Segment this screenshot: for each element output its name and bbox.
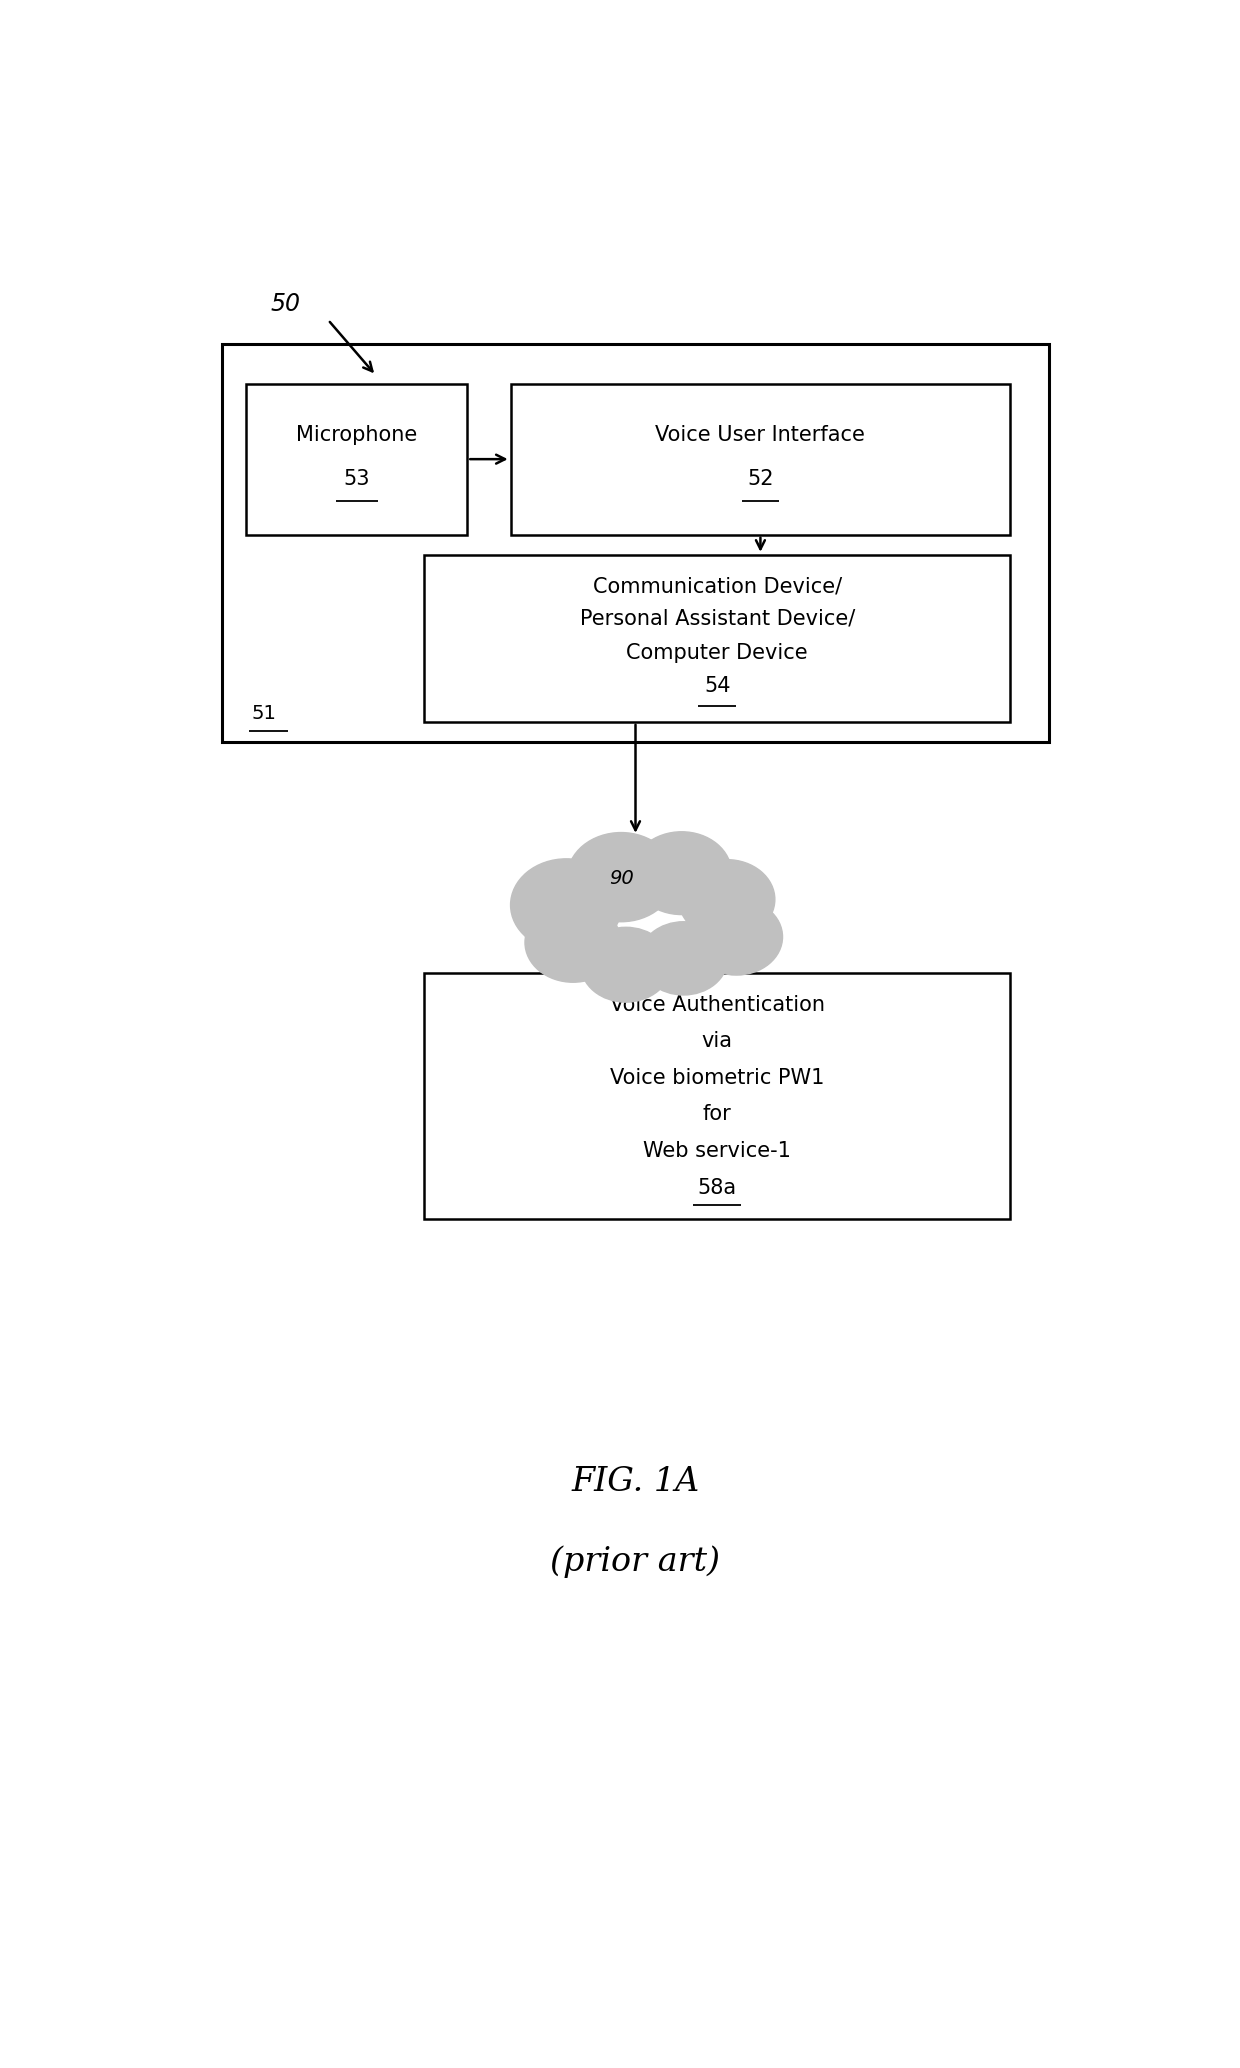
FancyBboxPatch shape xyxy=(424,972,1011,1220)
Text: 58a: 58a xyxy=(698,1177,737,1197)
Circle shape xyxy=(511,858,622,951)
Text: for: for xyxy=(703,1104,732,1125)
Circle shape xyxy=(525,902,621,982)
Text: Web service-1: Web service-1 xyxy=(644,1142,791,1160)
Text: 53: 53 xyxy=(343,469,370,488)
Text: Voice User Interface: Voice User Interface xyxy=(656,426,866,445)
Circle shape xyxy=(691,900,782,976)
Text: Personal Assistant Device/: Personal Assistant Device/ xyxy=(579,608,854,629)
Text: Voice Authentication: Voice Authentication xyxy=(610,995,825,1015)
Circle shape xyxy=(631,831,732,914)
Circle shape xyxy=(640,922,728,995)
Text: Microphone: Microphone xyxy=(296,426,418,445)
Circle shape xyxy=(580,926,671,1003)
Circle shape xyxy=(567,833,675,922)
FancyBboxPatch shape xyxy=(247,383,467,536)
FancyBboxPatch shape xyxy=(424,554,1011,722)
FancyBboxPatch shape xyxy=(511,383,1011,536)
Text: 50: 50 xyxy=(270,292,300,316)
Text: 90: 90 xyxy=(609,869,634,889)
Text: via: via xyxy=(702,1032,733,1051)
Text: 52: 52 xyxy=(748,469,774,488)
Circle shape xyxy=(678,860,775,939)
FancyBboxPatch shape xyxy=(222,343,1049,742)
Text: FIG. 1A: FIG. 1A xyxy=(572,1466,699,1497)
Text: (prior art): (prior art) xyxy=(551,1545,720,1578)
Text: Communication Device/: Communication Device/ xyxy=(593,577,842,596)
Text: Voice biometric PW1: Voice biometric PW1 xyxy=(610,1067,825,1088)
Text: 54: 54 xyxy=(704,676,730,697)
Text: 51: 51 xyxy=(250,705,277,724)
Text: Computer Device: Computer Device xyxy=(626,643,808,662)
